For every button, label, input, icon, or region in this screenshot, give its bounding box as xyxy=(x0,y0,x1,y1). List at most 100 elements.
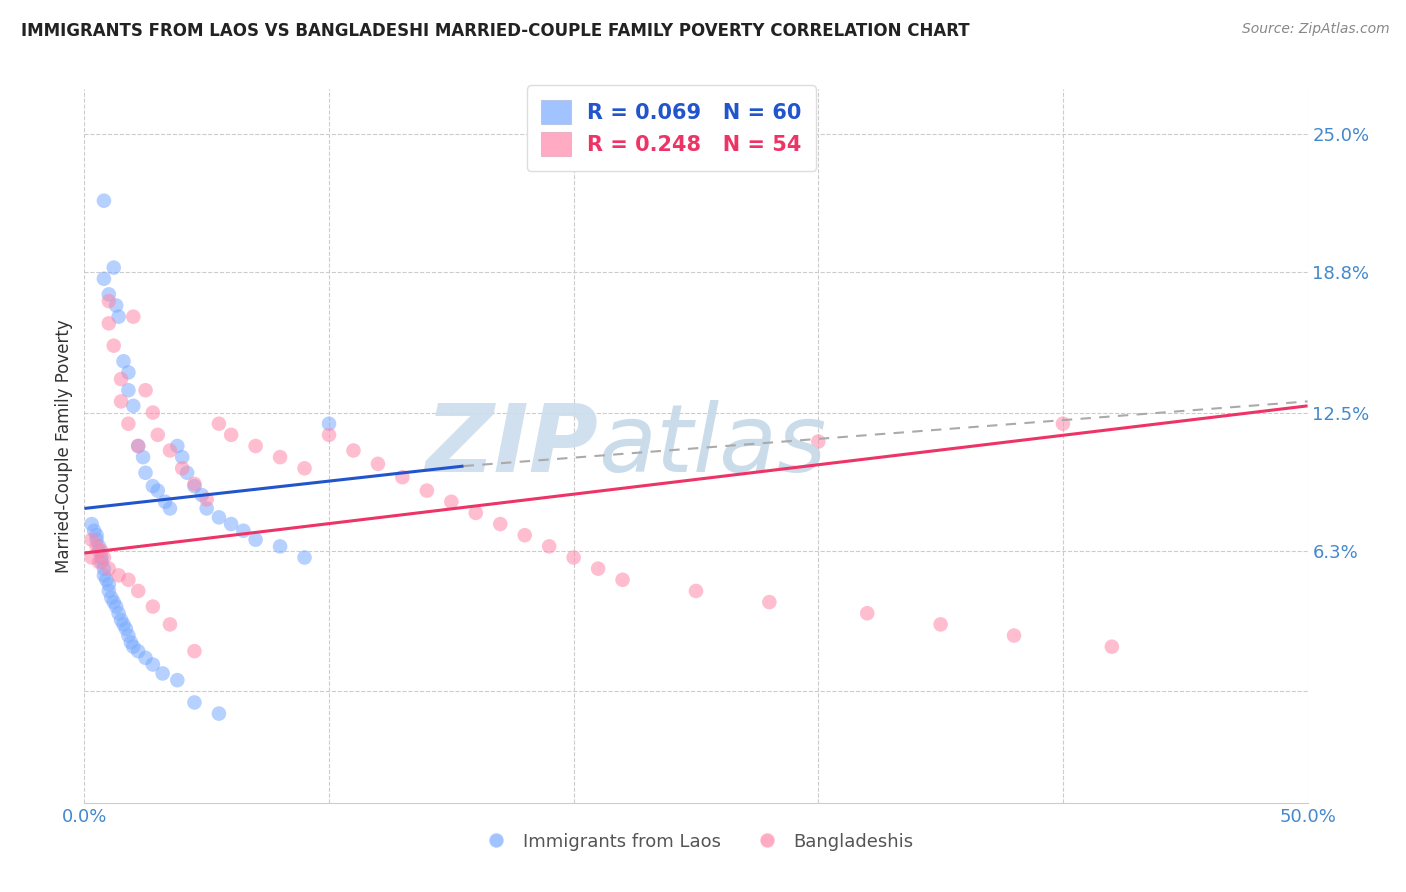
Point xyxy=(153,494,176,508)
Point xyxy=(183,644,205,658)
Point xyxy=(318,427,340,442)
Point xyxy=(176,466,198,480)
Point xyxy=(538,539,561,553)
Point xyxy=(191,488,214,502)
Point xyxy=(166,673,188,687)
Point xyxy=(856,607,879,621)
Point xyxy=(195,492,218,507)
Point xyxy=(232,524,254,538)
Point xyxy=(112,354,135,368)
Point xyxy=(103,260,125,275)
Point xyxy=(80,516,103,531)
Point xyxy=(90,550,112,565)
Point xyxy=(105,298,128,313)
Point xyxy=(93,271,115,285)
Point xyxy=(159,443,181,458)
Point xyxy=(183,696,205,710)
Point xyxy=(87,539,110,553)
Point xyxy=(127,644,149,658)
Point xyxy=(1052,417,1074,431)
Point xyxy=(97,562,120,576)
Point xyxy=(97,293,120,308)
Point xyxy=(142,479,165,493)
Point xyxy=(489,516,512,531)
Point xyxy=(110,394,132,409)
Point xyxy=(513,528,536,542)
Point xyxy=(142,405,165,419)
Point xyxy=(97,577,120,591)
Point xyxy=(117,417,139,431)
Point xyxy=(172,461,194,475)
Point xyxy=(93,568,115,582)
Point xyxy=(612,573,634,587)
Point xyxy=(86,539,108,553)
Point xyxy=(90,543,112,558)
Point xyxy=(87,543,110,558)
Point xyxy=(367,457,389,471)
Point xyxy=(183,479,205,493)
Point xyxy=(152,666,174,681)
Point xyxy=(440,494,463,508)
Point xyxy=(416,483,439,498)
Point xyxy=(87,555,110,569)
Point xyxy=(1101,640,1123,654)
Point xyxy=(117,384,139,398)
Point xyxy=(117,366,139,380)
Point xyxy=(132,450,155,464)
Text: atlas: atlas xyxy=(598,401,827,491)
Point xyxy=(97,287,120,301)
Point xyxy=(146,427,169,442)
Point xyxy=(96,573,118,587)
Point xyxy=(159,617,181,632)
Point xyxy=(159,501,181,516)
Point xyxy=(80,533,103,547)
Point xyxy=(110,372,132,386)
Point xyxy=(586,562,609,576)
Point xyxy=(86,533,108,547)
Text: ZIP: ZIP xyxy=(425,400,598,492)
Point xyxy=(318,417,340,431)
Point xyxy=(269,450,291,464)
Text: Source: ZipAtlas.com: Source: ZipAtlas.com xyxy=(1241,22,1389,37)
Point xyxy=(107,568,129,582)
Point xyxy=(208,706,231,721)
Point xyxy=(294,550,316,565)
Point xyxy=(127,439,149,453)
Point xyxy=(758,595,780,609)
Point xyxy=(135,466,157,480)
Point xyxy=(142,657,165,672)
Point xyxy=(929,617,952,632)
Point xyxy=(685,583,707,598)
Point xyxy=(93,562,115,576)
Point xyxy=(245,439,267,453)
Point xyxy=(122,310,145,324)
Point xyxy=(103,338,125,352)
Point xyxy=(146,483,169,498)
Y-axis label: Married-Couple Family Poverty: Married-Couple Family Poverty xyxy=(55,319,73,573)
Point xyxy=(195,501,218,516)
Point xyxy=(342,443,364,458)
Point xyxy=(103,595,125,609)
Point xyxy=(107,607,129,621)
Point xyxy=(107,310,129,324)
Point xyxy=(127,439,149,453)
Point xyxy=(93,550,115,565)
Point xyxy=(219,427,242,442)
Point xyxy=(135,651,157,665)
Point xyxy=(245,533,267,547)
Text: IMMIGRANTS FROM LAOS VS BANGLADESHI MARRIED-COUPLE FAMILY POVERTY CORRELATION CH: IMMIGRANTS FROM LAOS VS BANGLADESHI MARR… xyxy=(21,22,970,40)
Point xyxy=(183,476,205,491)
Point xyxy=(269,539,291,553)
Point xyxy=(80,550,103,565)
Point xyxy=(464,506,486,520)
Point xyxy=(219,516,242,531)
Point xyxy=(117,573,139,587)
Point xyxy=(120,635,142,649)
Point xyxy=(100,591,122,605)
Point xyxy=(1002,628,1025,642)
Point xyxy=(97,316,120,330)
Point xyxy=(172,450,194,464)
Point xyxy=(105,599,128,614)
Point xyxy=(122,640,145,654)
Point xyxy=(135,384,157,398)
